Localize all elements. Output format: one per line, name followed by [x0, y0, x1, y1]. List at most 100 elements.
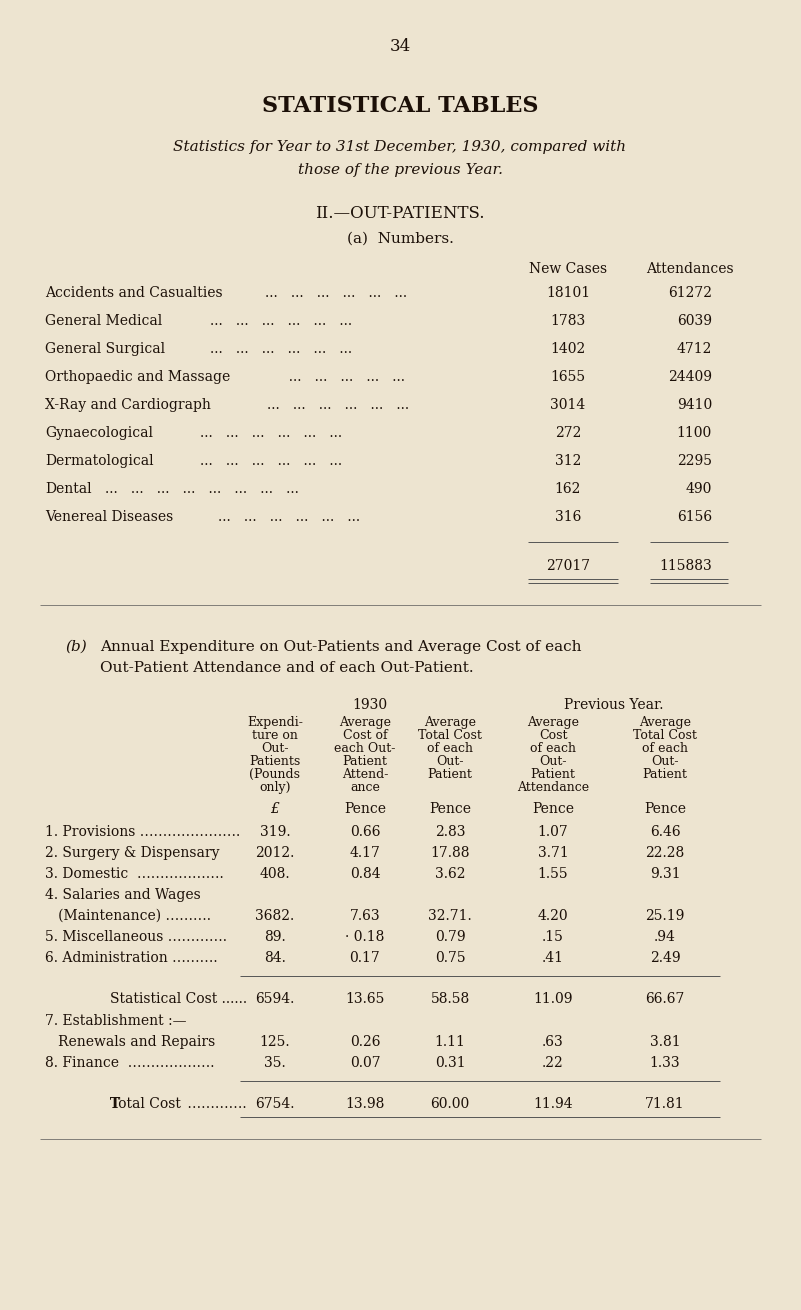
Text: 60.00: 60.00 [430, 1096, 469, 1111]
Text: Total Cost: Total Cost [110, 1096, 181, 1111]
Text: Patient: Patient [343, 755, 388, 768]
Text: General Surgical: General Surgical [45, 342, 165, 356]
Text: Previous Year.: Previous Year. [564, 698, 664, 713]
Text: (a)  Numbers.: (a) Numbers. [347, 232, 453, 246]
Text: ...   ...   ...   ...   ...   ...: ... ... ... ... ... ... [265, 286, 407, 300]
Text: Out-: Out- [261, 741, 288, 755]
Text: ...   ...   ...   ...   ...   ...   ...   ...: ... ... ... ... ... ... ... ... [105, 482, 299, 496]
Text: 0.17: 0.17 [349, 951, 380, 965]
Text: ………….: …………. [183, 1096, 247, 1111]
Text: Dental: Dental [45, 482, 91, 496]
Text: 61272: 61272 [668, 286, 712, 300]
Text: Average: Average [639, 717, 691, 728]
Text: 58.58: 58.58 [430, 992, 469, 1006]
Text: 316: 316 [555, 510, 582, 524]
Text: each Out-: each Out- [334, 741, 396, 755]
Text: · 0.18: · 0.18 [345, 930, 384, 945]
Text: Gynaecological: Gynaecological [45, 426, 153, 440]
Text: 3. Domestic  ……………….: 3. Domestic ………………. [45, 867, 223, 882]
Text: Average: Average [339, 717, 391, 728]
Text: Renewals and Repairs: Renewals and Repairs [45, 1035, 215, 1049]
Text: .63: .63 [542, 1035, 564, 1049]
Text: ...   ...   ...   ...   ...   ...: ... ... ... ... ... ... [218, 510, 360, 524]
Text: Out-: Out- [437, 755, 464, 768]
Text: 24409: 24409 [668, 369, 712, 384]
Text: 1655: 1655 [550, 369, 586, 384]
Text: Statistical Cost ......: Statistical Cost ...... [110, 992, 248, 1006]
Text: 312: 312 [555, 455, 582, 468]
Text: 7.63: 7.63 [350, 909, 380, 924]
Text: 3.62: 3.62 [435, 867, 465, 882]
Text: 3.71: 3.71 [537, 846, 569, 859]
Text: ...   ...   ...   ...   ...   ...: ... ... ... ... ... ... [200, 455, 342, 468]
Text: 490: 490 [686, 482, 712, 496]
Text: 115883: 115883 [659, 559, 712, 572]
Text: 6.46: 6.46 [650, 825, 680, 838]
Text: .94: .94 [654, 930, 676, 945]
Text: ...   ...   ...   ...   ...   ...: ... ... ... ... ... ... [210, 314, 352, 328]
Text: 0.79: 0.79 [435, 930, 465, 945]
Text: 1.55: 1.55 [537, 867, 569, 882]
Text: 6039: 6039 [677, 314, 712, 328]
Text: 9410: 9410 [677, 398, 712, 413]
Text: 27017: 27017 [546, 559, 590, 572]
Text: Expendi-: Expendi- [247, 717, 303, 728]
Text: Average: Average [424, 717, 476, 728]
Text: those of the previous Year.: those of the previous Year. [297, 162, 502, 177]
Text: II.—OUT-PATIENTS.: II.—OUT-PATIENTS. [316, 204, 485, 221]
Text: 84.: 84. [264, 951, 286, 965]
Text: .22: .22 [542, 1056, 564, 1070]
Text: Orthopaedic and Massage: Orthopaedic and Massage [45, 369, 230, 384]
Text: 0.31: 0.31 [435, 1056, 465, 1070]
Text: 2012.: 2012. [256, 846, 295, 859]
Text: Dermatological: Dermatological [45, 455, 154, 468]
Text: Pence: Pence [344, 802, 386, 816]
Text: of each: of each [642, 741, 688, 755]
Text: 3014: 3014 [550, 398, 586, 413]
Text: 25.19: 25.19 [646, 909, 685, 924]
Text: 1930: 1930 [352, 698, 388, 713]
Text: 17.88: 17.88 [430, 846, 469, 859]
Text: 0.07: 0.07 [350, 1056, 380, 1070]
Text: 4.20: 4.20 [537, 909, 569, 924]
Text: 2.83: 2.83 [435, 825, 465, 838]
Text: Patient: Patient [642, 768, 687, 781]
Text: Average: Average [527, 717, 579, 728]
Text: .15: .15 [542, 930, 564, 945]
Text: Pence: Pence [644, 802, 686, 816]
Text: 66.67: 66.67 [646, 992, 685, 1006]
Text: 6594.: 6594. [256, 992, 295, 1006]
Text: Out-Patient Attendance and of each Out-Patient.: Out-Patient Attendance and of each Out-P… [100, 662, 473, 675]
Text: 2.49: 2.49 [650, 951, 680, 965]
Text: ...   ...   ...   ...   ...   ...: ... ... ... ... ... ... [267, 398, 409, 413]
Text: ...   ...   ...   ...   ...   ...: ... ... ... ... ... ... [200, 426, 342, 440]
Text: New Cases: New Cases [529, 262, 607, 276]
Text: T: T [110, 1096, 120, 1111]
Text: 272: 272 [555, 426, 582, 440]
Text: Venereal Diseases: Venereal Diseases [45, 510, 173, 524]
Text: ture on: ture on [252, 728, 298, 741]
Text: 0.84: 0.84 [350, 867, 380, 882]
Text: 319.: 319. [260, 825, 290, 838]
Text: 11.94: 11.94 [533, 1096, 573, 1111]
Text: (b): (b) [65, 641, 87, 654]
Text: 0.26: 0.26 [350, 1035, 380, 1049]
Text: 0.75: 0.75 [435, 951, 465, 965]
Text: 2. Surgery & Dispensary: 2. Surgery & Dispensary [45, 846, 219, 859]
Text: 6156: 6156 [677, 510, 712, 524]
Text: (Pounds: (Pounds [249, 768, 300, 781]
Text: Annual Expenditure on Out-Patients and Average Cost of each: Annual Expenditure on Out-Patients and A… [100, 641, 582, 654]
Text: 1. Provisions ………………….: 1. Provisions …………………. [45, 825, 240, 838]
Text: Accidents and Casualties: Accidents and Casualties [45, 286, 223, 300]
Text: 1.33: 1.33 [650, 1056, 680, 1070]
Text: Patient: Patient [530, 768, 575, 781]
Text: ...   ...   ...   ...   ...: ... ... ... ... ... [280, 369, 405, 384]
Text: only): only) [260, 781, 291, 794]
Text: 5. Miscellaneous ………….: 5. Miscellaneous …………. [45, 930, 227, 945]
Text: 13.98: 13.98 [345, 1096, 384, 1111]
Text: 4. Salaries and Wages: 4. Salaries and Wages [45, 888, 201, 903]
Text: 0.66: 0.66 [350, 825, 380, 838]
Text: 6754.: 6754. [256, 1096, 295, 1111]
Text: Pence: Pence [532, 802, 574, 816]
Text: 9.31: 9.31 [650, 867, 680, 882]
